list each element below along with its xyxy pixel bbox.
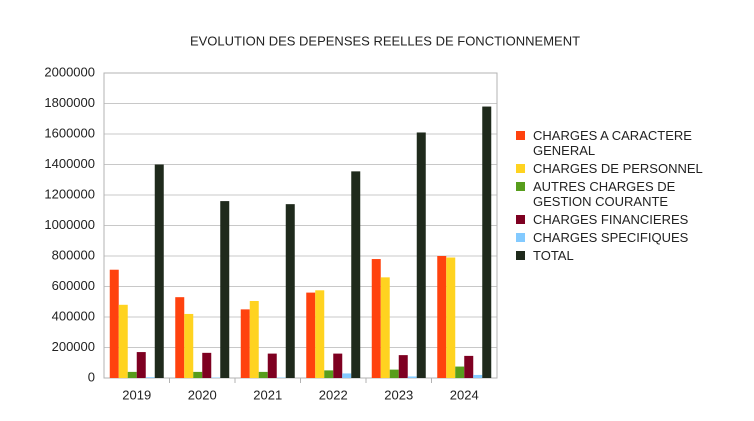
legend-swatch [516, 233, 525, 242]
chart-title: EVOLUTION DES DEPENSES REELLES DE FONCTI… [190, 33, 580, 48]
legend-swatch [516, 131, 525, 140]
bar [175, 297, 185, 378]
bar [407, 376, 417, 378]
y-tick-label: 0 [88, 369, 95, 384]
bar [389, 369, 399, 378]
x-tick-label: 2019 [122, 387, 151, 402]
legend-label: CHARGES SPECIFIQUES [533, 230, 689, 245]
x-tick-label: 2023 [384, 387, 413, 402]
bar [482, 106, 492, 379]
legend-swatch [516, 215, 525, 224]
bar [315, 290, 325, 378]
legend-item: CHARGES DE PERSONNEL [516, 161, 746, 176]
bar [351, 171, 361, 378]
y-tick-label: 200000 [52, 339, 95, 354]
legend-item: CHARGES SPECIFIQUES [516, 230, 746, 245]
bar [118, 304, 128, 378]
legend-label: CHARGES FINANCIERES [533, 212, 689, 227]
bar [455, 366, 465, 378]
y-tick-label: 1600000 [44, 125, 95, 140]
legend-item: CHARGES A CARACTERE GENERAL [516, 128, 746, 158]
bar [258, 371, 268, 378]
bar [398, 355, 408, 378]
bar [333, 353, 343, 378]
legend-label: AUTRES CHARGES DE GESTION COURANTE [533, 179, 676, 209]
bar [145, 377, 155, 378]
y-tick-label: 2000000 [44, 64, 95, 79]
bar [136, 352, 146, 378]
legend-swatch [516, 182, 525, 191]
legend-item: AUTRES CHARGES DE GESTION COURANTE [516, 179, 746, 209]
bar [446, 257, 456, 378]
legend: CHARGES A CARACTERE GENERAL CHARGES DE PE… [516, 128, 746, 266]
y-tick-label: 600000 [52, 278, 95, 293]
y-tick-label: 1400000 [44, 156, 95, 171]
bar [154, 164, 164, 378]
bar [249, 300, 259, 378]
bar [109, 269, 119, 378]
bar [437, 256, 447, 378]
x-tick-label: 2021 [253, 387, 282, 402]
legend-label: TOTAL [533, 248, 574, 263]
y-tick-label: 1800000 [44, 95, 95, 110]
bar [473, 374, 483, 378]
legend-swatch [516, 251, 525, 260]
legend-item: CHARGES FINANCIERES [516, 212, 746, 227]
y-tick-label: 1200000 [44, 186, 95, 201]
legend-label: CHARGES A CARACTERE GENERAL [533, 128, 692, 158]
bar [220, 201, 230, 378]
x-tick-label: 2022 [319, 387, 348, 402]
x-tick-label: 2024 [450, 387, 479, 402]
bar [464, 355, 474, 378]
legend-item: TOTAL [516, 248, 746, 263]
bar [193, 371, 203, 378]
bar [127, 371, 137, 378]
bar [371, 259, 381, 378]
bar [285, 204, 295, 378]
legend-label: CHARGES DE PERSONNEL [533, 161, 703, 176]
bar [342, 373, 352, 378]
x-tick-label: 2020 [188, 387, 217, 402]
bar [306, 292, 316, 378]
bar [240, 309, 250, 378]
legend-swatch [516, 164, 525, 173]
y-tick-label: 400000 [52, 308, 95, 323]
bar [267, 353, 277, 378]
bar [202, 352, 212, 378]
bar [324, 370, 334, 378]
y-tick-label: 1000000 [44, 217, 95, 232]
bar [184, 313, 194, 378]
bar [380, 277, 390, 378]
bar [416, 132, 426, 378]
y-tick-label: 800000 [52, 247, 95, 262]
